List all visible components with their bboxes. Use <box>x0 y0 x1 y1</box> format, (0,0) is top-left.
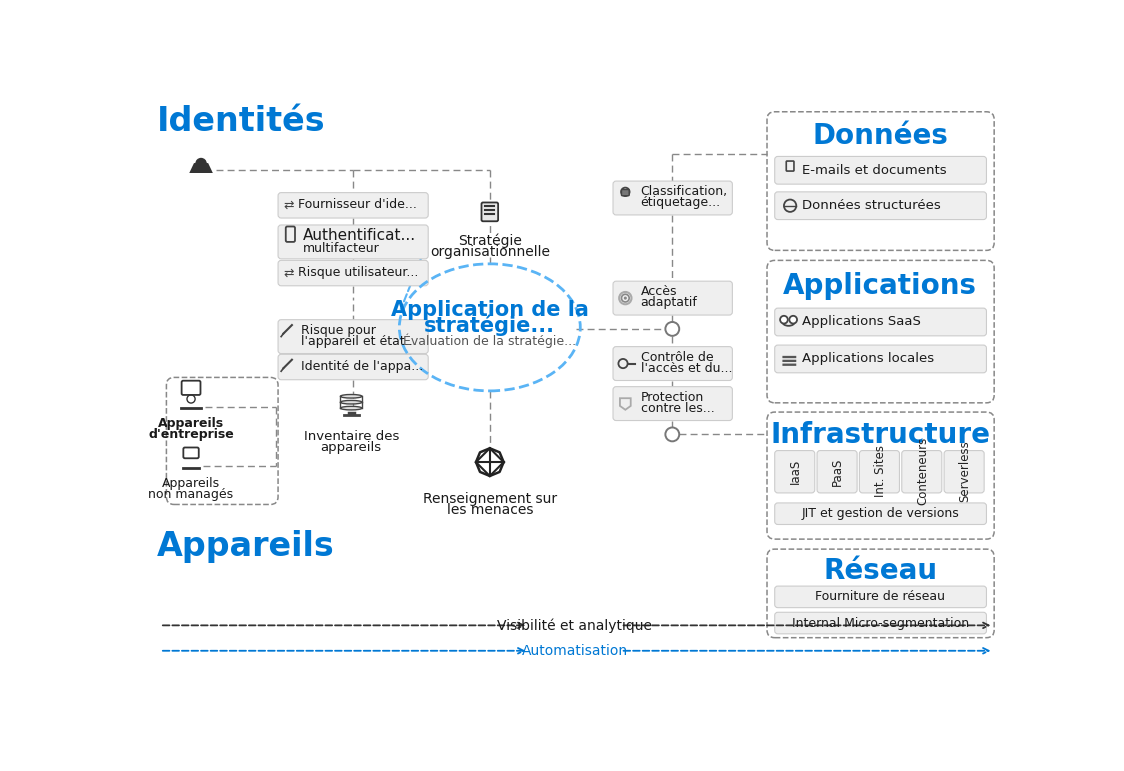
Text: l'accès et du...: l'accès et du... <box>641 362 732 375</box>
Text: Stratégie: Stratégie <box>457 234 522 248</box>
Text: Application de la: Application de la <box>391 301 589 321</box>
Text: Identité de l'appa...: Identité de l'appa... <box>301 360 424 373</box>
Ellipse shape <box>341 400 362 404</box>
Circle shape <box>780 316 788 324</box>
FancyBboxPatch shape <box>278 261 428 286</box>
Text: Classification,: Classification, <box>641 185 728 198</box>
FancyBboxPatch shape <box>278 225 428 259</box>
Text: Données structurées: Données structurées <box>803 199 941 212</box>
Text: Applications SaaS: Applications SaaS <box>803 315 922 328</box>
FancyBboxPatch shape <box>774 308 987 336</box>
Text: JIT et gestion de versions: JIT et gestion de versions <box>801 507 959 520</box>
Text: Infrastructure: Infrastructure <box>770 421 990 449</box>
Text: PaaS: PaaS <box>832 457 844 486</box>
Text: Visibilité et analytique: Visibilité et analytique <box>497 618 652 633</box>
Text: Appareils: Appareils <box>158 417 224 430</box>
Text: Int. Sites: Int. Sites <box>873 446 887 497</box>
FancyBboxPatch shape <box>278 320 428 354</box>
Text: Appareils: Appareils <box>157 530 335 564</box>
Text: stratégie...: stratégie... <box>425 315 555 336</box>
Text: E-mails et documents: E-mails et documents <box>803 163 948 177</box>
Text: Données: Données <box>813 123 949 150</box>
Text: Risque utilisateur...: Risque utilisateur... <box>298 266 418 279</box>
Text: Accès: Accès <box>641 285 678 298</box>
FancyBboxPatch shape <box>774 503 987 524</box>
FancyBboxPatch shape <box>774 612 987 634</box>
FancyBboxPatch shape <box>278 193 428 218</box>
FancyBboxPatch shape <box>182 381 200 395</box>
FancyBboxPatch shape <box>613 347 733 381</box>
Text: Réseau: Réseau <box>823 557 937 584</box>
FancyBboxPatch shape <box>481 203 498 221</box>
Circle shape <box>624 297 627 300</box>
FancyBboxPatch shape <box>774 450 815 493</box>
FancyBboxPatch shape <box>860 450 899 493</box>
Text: Renseignement sur: Renseignement sur <box>423 492 556 506</box>
FancyBboxPatch shape <box>774 157 987 184</box>
Ellipse shape <box>341 395 362 398</box>
Text: Authentificat...: Authentificat... <box>302 228 416 243</box>
Text: Automatisation: Automatisation <box>522 644 627 658</box>
FancyBboxPatch shape <box>622 190 629 196</box>
Text: Protection: Protection <box>641 391 704 404</box>
Text: Risque pour: Risque pour <box>301 324 377 337</box>
Text: Contrôle de: Contrôle de <box>641 351 714 364</box>
Text: Fournisseur d'ide...: Fournisseur d'ide... <box>298 198 417 211</box>
Text: organisationnelle: organisationnelle <box>429 245 550 259</box>
FancyBboxPatch shape <box>774 192 987 220</box>
Text: multifacteur: multifacteur <box>302 241 380 254</box>
Circle shape <box>196 158 207 170</box>
FancyBboxPatch shape <box>613 281 733 315</box>
Text: Identités: Identités <box>157 106 326 138</box>
FancyBboxPatch shape <box>944 450 985 493</box>
FancyBboxPatch shape <box>278 355 428 380</box>
Text: ⇄: ⇄ <box>283 266 294 279</box>
FancyBboxPatch shape <box>774 586 987 608</box>
Text: Applications: Applications <box>783 272 977 300</box>
Text: Conteneurs: Conteneurs <box>916 437 930 506</box>
Text: Appareils: Appareils <box>162 477 220 490</box>
Text: contre les...: contre les... <box>641 402 715 415</box>
Ellipse shape <box>341 406 362 410</box>
FancyBboxPatch shape <box>817 450 858 493</box>
Text: appareils: appareils <box>320 441 382 454</box>
Text: Inventaire des: Inventaire des <box>303 430 399 443</box>
Text: adaptatif: adaptatif <box>641 296 698 309</box>
Text: Évaluation de la stratégie...: Évaluation de la stratégie... <box>404 334 577 348</box>
Text: IaaS: IaaS <box>789 459 803 484</box>
Text: l'appareil et état...: l'appareil et état... <box>301 335 417 348</box>
FancyBboxPatch shape <box>613 181 733 215</box>
FancyBboxPatch shape <box>774 345 987 373</box>
Text: étiquetage...: étiquetage... <box>641 196 720 209</box>
Text: Fourniture de réseau: Fourniture de réseau <box>815 591 945 604</box>
FancyBboxPatch shape <box>901 450 942 493</box>
FancyBboxPatch shape <box>782 364 796 366</box>
Circle shape <box>789 316 797 324</box>
Text: ⇄: ⇄ <box>283 198 294 211</box>
FancyBboxPatch shape <box>782 360 796 362</box>
Polygon shape <box>189 163 212 173</box>
FancyBboxPatch shape <box>782 356 796 359</box>
Text: les menaces: les menaces <box>446 503 533 517</box>
Text: Applications locales: Applications locales <box>803 352 934 365</box>
FancyBboxPatch shape <box>613 387 733 420</box>
Text: Internal Micro-segmentation: Internal Micro-segmentation <box>791 617 969 630</box>
FancyBboxPatch shape <box>183 447 199 458</box>
Text: Serverless: Serverless <box>959 440 971 502</box>
Text: d'entreprise: d'entreprise <box>148 428 234 441</box>
Text: non managés: non managés <box>148 488 234 501</box>
